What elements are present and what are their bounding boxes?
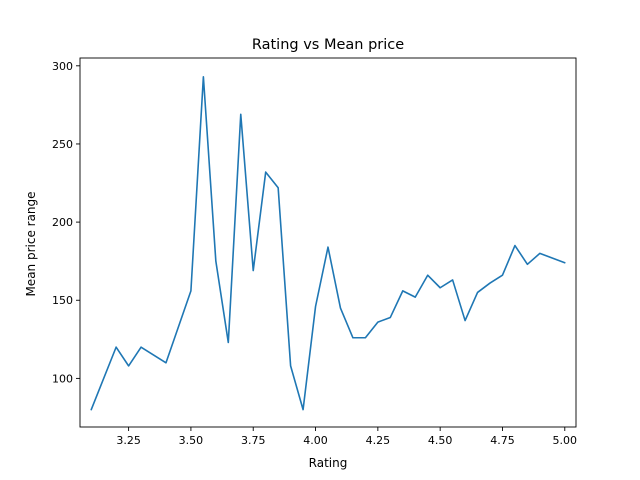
y-tick-label: 100 (52, 372, 73, 385)
y-axis-label: Mean price range (24, 191, 38, 296)
y-tick-label: 300 (52, 60, 73, 73)
x-tick-label: 5.00 (553, 434, 578, 447)
x-tick-label: 3.50 (179, 434, 204, 447)
chart-title: Rating vs Mean price (252, 37, 404, 53)
y-tick-label: 200 (52, 216, 73, 229)
axes-frame (79, 57, 577, 428)
y-tick-label: 150 (52, 294, 73, 307)
series-line (90, 75, 566, 411)
plot-area: 3.25 3.50 3.75 4.00 4.25 4.50 4.75 5.00 100 150 20… (52, 57, 578, 447)
x-tick-label: 4.50 (428, 434, 453, 447)
x-tick-label: 4.00 (303, 434, 328, 447)
x-tick-label: 4.25 (366, 434, 391, 447)
x-tick-label: 4.75 (490, 434, 515, 447)
x-tick-label: 3.75 (241, 434, 266, 447)
y-tick-label: 250 (52, 138, 73, 151)
x-tick-label: 3.25 (116, 434, 141, 447)
x-axis-label: Rating (309, 456, 348, 470)
